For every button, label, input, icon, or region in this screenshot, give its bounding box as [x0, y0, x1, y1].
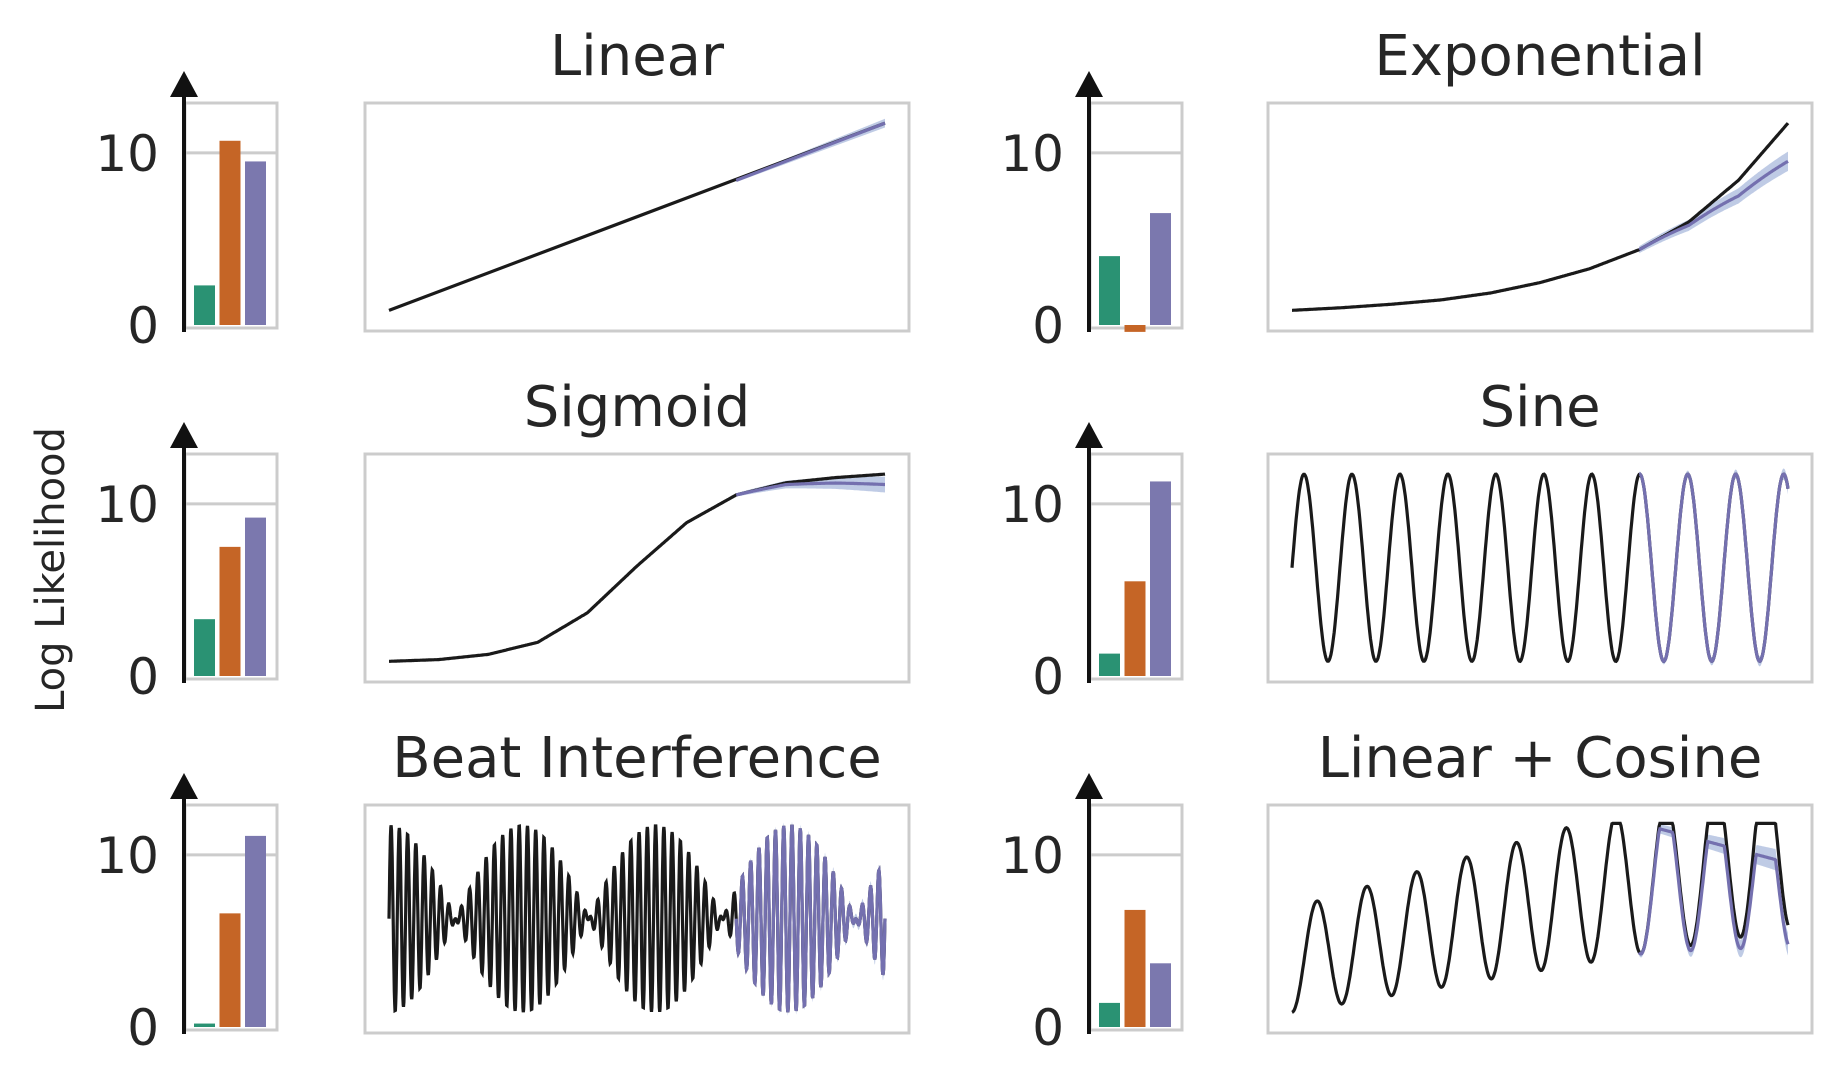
- y-tick-label: 0: [127, 999, 159, 1057]
- line-panel-sine: Sine: [1266, 375, 1814, 684]
- bar-2: [219, 140, 241, 325]
- y-tick-label: 10: [1000, 476, 1064, 534]
- line-panel-linear-cosine: Linear + Cosine: [1266, 726, 1814, 1035]
- bar-panel-sine: 0 10: [1000, 422, 1184, 706]
- bar-1: [1099, 256, 1120, 325]
- y-tick-label: 10: [95, 125, 159, 183]
- bar-1: [194, 285, 215, 325]
- bar-panel-sigmoid: 0 10: [95, 422, 279, 706]
- forecast-series: [734, 824, 887, 1013]
- panel-title: Linear: [550, 24, 725, 89]
- bar-3: [245, 835, 266, 1027]
- forecast-series: [735, 121, 886, 182]
- y-tick-label: 10: [1000, 125, 1064, 183]
- forecast-series: [735, 481, 885, 497]
- bar-1: [1099, 1002, 1120, 1027]
- line-frame: [1266, 803, 1814, 1035]
- truth-series: [389, 472, 886, 663]
- y-axis-arrow: [170, 773, 198, 799]
- bar-1: [1099, 653, 1120, 676]
- y-axis-arrow: [170, 422, 198, 448]
- bar-2: [219, 913, 241, 1027]
- y-axis-label: Log Likelihood: [28, 427, 74, 713]
- panel-title: Beat Interference: [392, 726, 882, 791]
- bar-panel-linear: 0 10: [95, 71, 279, 355]
- y-tick-label: 0: [127, 297, 159, 355]
- bar-1: [194, 619, 215, 676]
- line-panel-linear: Linear: [363, 24, 911, 333]
- panels: 0 10 Linear 0 10 Exponential 0 10 Sigmoid 0 10 Sine…: [95, 24, 1814, 1057]
- truth-series: [1291, 821, 1790, 1014]
- line-frame: [1266, 101, 1814, 333]
- y-tick-label: 0: [1032, 648, 1064, 706]
- bar-panel-linear-cosine: 0 10: [1000, 773, 1184, 1057]
- line-frame: [1266, 452, 1814, 684]
- y-axis-arrow: [170, 71, 198, 97]
- bar-3: [1150, 963, 1171, 1027]
- y-tick-label: 0: [1032, 999, 1064, 1057]
- truth-series: [1292, 122, 1790, 312]
- y-axis-arrow: [1075, 71, 1103, 97]
- y-axis-arrow: [1075, 773, 1103, 799]
- forecast-series: [1638, 159, 1789, 252]
- bar-panel-exponential: 0 10: [1000, 71, 1184, 355]
- forecast-series: [1638, 472, 1790, 664]
- line-panel-exponential: Exponential: [1266, 24, 1814, 333]
- y-tick-label: 10: [95, 476, 159, 534]
- line-frame: [363, 452, 911, 684]
- bar-3: [1150, 481, 1171, 676]
- line-frame: [363, 803, 911, 1035]
- bar-2: [1124, 581, 1146, 676]
- bar-panel-beat: 0 10: [95, 773, 279, 1057]
- y-axis-arrow: [1075, 422, 1103, 448]
- bar-2: [219, 546, 241, 676]
- line-frame: [363, 101, 911, 333]
- y-tick-label: 10: [95, 827, 159, 885]
- bar-3: [245, 517, 266, 676]
- panel-title: Linear + Cosine: [1318, 726, 1763, 791]
- forecast-band: [736, 476, 885, 497]
- bar-3: [245, 161, 266, 325]
- forecast-series: [1637, 826, 1790, 956]
- bar-2: [1124, 325, 1146, 332]
- y-tick-label: 10: [1000, 827, 1064, 885]
- panel-title: Exponential: [1374, 24, 1705, 89]
- y-tick-label: 0: [1032, 297, 1064, 355]
- y-tick-label: 0: [127, 648, 159, 706]
- panel-title: Sigmoid: [524, 375, 751, 440]
- panel-title: Sine: [1479, 375, 1600, 440]
- truth-series: [1290, 472, 1790, 664]
- bar-3: [1150, 213, 1171, 325]
- bar-2: [1124, 909, 1146, 1027]
- bar-1: [194, 1023, 215, 1027]
- line-panel-sigmoid: Sigmoid: [363, 375, 911, 684]
- line-panel-beat: Beat Interference: [363, 726, 911, 1035]
